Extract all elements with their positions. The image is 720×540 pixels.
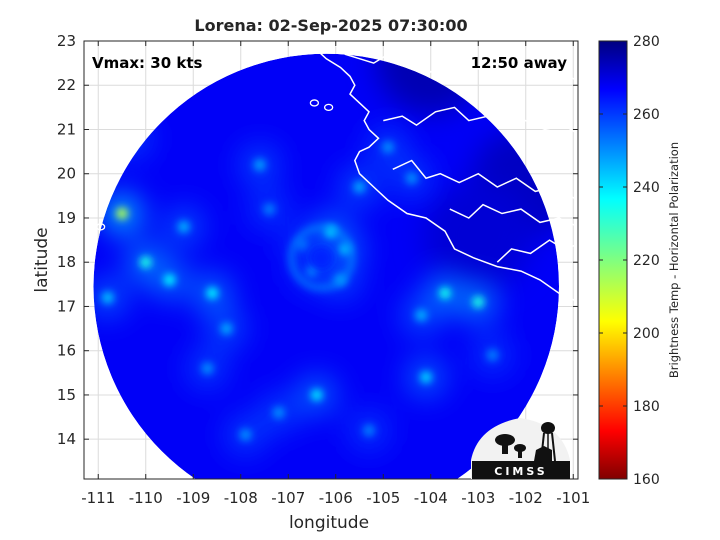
coastline (449, 203, 578, 228)
colorbar-label: Brightness Temp - Horizontal Polarizatio… (667, 142, 681, 378)
cloud-feature (201, 362, 214, 375)
x-tick-label: -110 (129, 489, 163, 507)
colorbar-tick-label: 260 (633, 107, 660, 123)
cloud-feature (363, 424, 375, 437)
colorbar-tick-label: 200 (633, 326, 660, 342)
y-axis-label: latitude (32, 227, 52, 292)
cloud-feature (253, 158, 266, 171)
y-tick-label: 19 (57, 209, 76, 227)
cloud-feature (101, 291, 114, 304)
cloud-feature (415, 309, 428, 322)
island-outline (95, 223, 106, 231)
colorbar (598, 40, 628, 480)
y-tick-label: 14 (57, 430, 76, 448)
x-axis-label: longitude (289, 513, 369, 533)
cloud-feature (486, 349, 499, 362)
island-outline (309, 99, 320, 107)
cloud-feature (310, 388, 323, 401)
x-tick-label: -111 (81, 489, 115, 507)
cloud-feature (306, 265, 318, 278)
y-tick-label: 18 (57, 253, 76, 271)
cloud-feature (420, 371, 432, 384)
y-tick-label: 21 (57, 120, 76, 138)
colorbar-ticks: 160 180 200 220 240 260 280 (599, 34, 660, 488)
cloud-feature (382, 141, 394, 154)
cloud-feature (263, 203, 276, 216)
y-tick-label: 16 (57, 342, 76, 360)
cloud-feature (439, 287, 451, 300)
coastline (392, 159, 578, 201)
island-outline (323, 103, 334, 112)
warm-region (423, 180, 534, 291)
coastline (383, 106, 578, 135)
y-tick-label: 20 (57, 165, 76, 183)
x-tick-label: -104 (414, 489, 448, 507)
time-away-annotation: 12:50 away (471, 54, 568, 72)
axes-frame (83, 40, 579, 480)
cloud-feature (239, 428, 252, 441)
cloud-feature (116, 207, 128, 220)
axis-ticks: -111 -110 -109 -108 -107 -106 -105 -104 -103 -102… (57, 32, 590, 507)
vmax-annotation: Vmax: 30 kts (92, 54, 202, 72)
cloud-feature (220, 322, 233, 335)
y-tick-label: 15 (57, 386, 76, 404)
y-tick-label: 17 (57, 297, 76, 315)
cimss-logo: CIMSS (471, 418, 570, 479)
svg-text:CIMSS: CIMSS (494, 465, 547, 478)
x-tick-label: -109 (176, 489, 210, 507)
cloud-feature (472, 296, 485, 309)
coastline (330, 41, 578, 82)
cloud-feature (405, 172, 418, 185)
colorbar-tick-label: 160 (633, 472, 660, 488)
colorbar-tick-label: 240 (633, 180, 660, 196)
x-tick-label: -108 (224, 489, 258, 507)
y-tick-label: 23 (57, 32, 76, 50)
colorbar-tick-label: 180 (633, 399, 660, 415)
coastline (496, 239, 578, 263)
cloud-feature (163, 273, 176, 286)
coastline (316, 49, 578, 303)
x-tick-label: -103 (461, 489, 495, 507)
x-tick-label: -106 (319, 489, 353, 507)
eye-wall (288, 224, 355, 292)
x-tick-label: -107 (271, 489, 305, 507)
y-tick-label: 22 (57, 76, 76, 94)
cloud-feature (353, 181, 366, 193)
cloud-feature (177, 220, 190, 233)
x-tick-label: -105 (366, 489, 400, 507)
chart-title: Lorena: 02-Sep-2025 07:30:00 (194, 16, 467, 35)
x-tick-label: -102 (509, 489, 543, 507)
microwave-swath (93, 41, 578, 479)
colorbar-tick-label: 280 (633, 34, 660, 50)
cloud-feature (139, 256, 152, 269)
coastlines (95, 41, 578, 303)
cloud-feature (206, 287, 219, 300)
x-tick-label: -101 (556, 489, 590, 507)
colorbar-tick-label: 220 (633, 253, 660, 269)
cloud-feature (272, 406, 285, 419)
storm-eye (309, 245, 334, 270)
